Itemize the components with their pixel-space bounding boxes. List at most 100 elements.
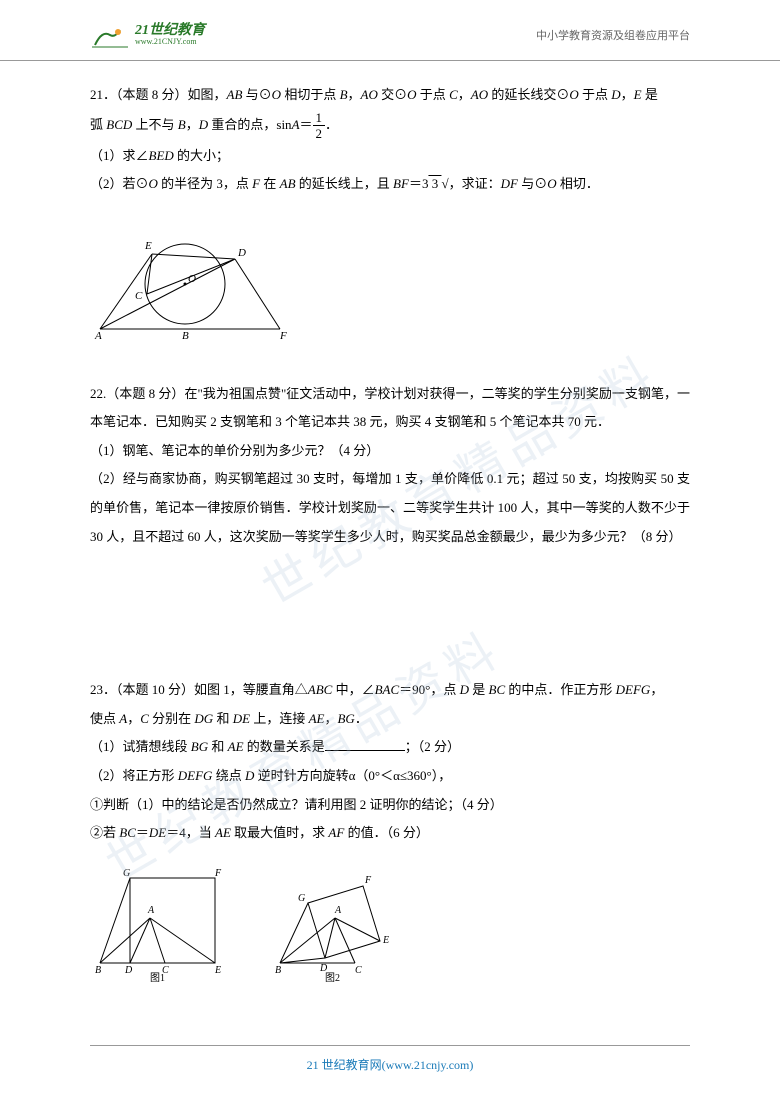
logo-sub-text: www.21CNJY.com bbox=[135, 38, 205, 46]
diagram-fig1: A B C D E F G 图1 bbox=[90, 863, 240, 983]
var-DE: DE bbox=[233, 711, 250, 726]
q21-intro: 21．（本题 8 分）如图， bbox=[90, 87, 227, 102]
svg-text:图1: 图1 bbox=[150, 972, 165, 983]
text: 23．（本题 10 分）如图 1，等腰直角△ bbox=[90, 682, 308, 697]
sqrt3: 3 bbox=[428, 176, 441, 191]
var-AE: AE bbox=[228, 739, 244, 754]
var-BF: BF bbox=[393, 176, 409, 191]
diagram-q23: A B C D E F G 图1 A B C D bbox=[90, 863, 690, 983]
text: 与⊙ bbox=[242, 87, 271, 102]
text: ；（2 分） bbox=[405, 739, 460, 754]
var-AE: AE bbox=[309, 711, 325, 726]
var-DE: DE bbox=[149, 825, 166, 840]
text: 于点 bbox=[579, 87, 612, 102]
text: ②若 bbox=[90, 825, 119, 840]
var-BCD: BCD bbox=[106, 117, 132, 132]
var-AF: AF bbox=[328, 825, 344, 840]
text: 的值．（6 分） bbox=[344, 825, 429, 840]
text: ， bbox=[650, 682, 663, 697]
svg-text:B: B bbox=[95, 965, 101, 976]
var-D: D bbox=[199, 117, 208, 132]
svg-text:C: C bbox=[355, 965, 362, 976]
var-F: F bbox=[252, 176, 260, 191]
frac-den: 2 bbox=[313, 126, 326, 142]
text: 相切． bbox=[557, 176, 599, 191]
text: 交⊙ bbox=[378, 87, 407, 102]
text: 上不与 bbox=[132, 117, 178, 132]
text: （1）求∠ bbox=[90, 148, 149, 163]
svg-text:G: G bbox=[123, 868, 130, 879]
text: ， bbox=[186, 117, 199, 132]
text: 弧 bbox=[90, 117, 106, 132]
question-23: 23．（本题 10 分）如图 1，等腰直角△ABC 中，∠BAC＝90°，点 D… bbox=[90, 676, 690, 983]
var-C: C bbox=[449, 87, 458, 102]
var-DEFG: DEFG bbox=[616, 682, 651, 697]
text: ＝ bbox=[300, 117, 313, 132]
q22-sub2: （2）经与商家协商，购买钢笔超过 30 支时，每增加 1 支，单价降低 0.1 … bbox=[90, 465, 690, 551]
header-right-text: 中小学教育资源及组卷应用平台 bbox=[536, 27, 690, 43]
var-O: O bbox=[149, 176, 158, 191]
text: （1）试猜想线段 bbox=[90, 739, 191, 754]
var-DF: DF bbox=[501, 176, 518, 191]
page-footer: 21 世纪教育网(www.21cnjy.com) bbox=[90, 1045, 690, 1073]
text: 的大小； bbox=[174, 148, 229, 163]
text: 中，∠ bbox=[332, 682, 374, 697]
var-D: D bbox=[245, 768, 254, 783]
var-AO: AO bbox=[361, 87, 378, 102]
text: 的延长线交⊙ bbox=[488, 87, 569, 102]
svg-text:A: A bbox=[334, 905, 342, 916]
text: 与⊙ bbox=[518, 176, 547, 191]
var-AO: AO bbox=[471, 87, 488, 102]
var-AB: AB bbox=[227, 87, 243, 102]
var-D: D bbox=[611, 87, 620, 102]
text: （2）若⊙ bbox=[90, 176, 149, 191]
var-BAC: BAC bbox=[375, 682, 400, 697]
text: 于点 bbox=[417, 87, 450, 102]
var-BC: BC bbox=[489, 682, 506, 697]
var-BG: BG bbox=[337, 711, 354, 726]
text: ＝4，当 bbox=[166, 825, 215, 840]
text: ， bbox=[324, 711, 337, 726]
diagram-fig2: A B C D E F G 图2 bbox=[270, 863, 420, 983]
question-21: 21．（本题 8 分）如图，AB 与⊙O 相切于点 B，AO 交⊙O 于点 C，… bbox=[90, 81, 690, 355]
blank-line bbox=[325, 738, 405, 751]
text: 重合的点，sin bbox=[208, 117, 291, 132]
text: 相切于点 bbox=[281, 87, 340, 102]
q23-sub3: ①判断（1）中的结论是否仍然成立？请利用图 2 证明你的结论；（4 分） bbox=[90, 791, 690, 820]
svg-text:图2: 图2 bbox=[325, 972, 340, 983]
svg-text:O: O bbox=[188, 273, 196, 285]
var-DEFG: DEFG bbox=[178, 768, 213, 783]
fraction: 12 bbox=[313, 110, 326, 142]
text: 分别在 bbox=[149, 711, 195, 726]
text: 和 bbox=[213, 711, 233, 726]
var-BG: BG bbox=[191, 739, 208, 754]
text: ． bbox=[325, 117, 338, 132]
var-C: C bbox=[140, 711, 149, 726]
frac-num: 1 bbox=[313, 110, 326, 127]
var-B: B bbox=[340, 87, 348, 102]
text: ， bbox=[458, 87, 471, 102]
q22-sub1: （1）钢笔、笔记本的单价分别为多少元？（4 分） bbox=[90, 437, 690, 466]
svg-text:C: C bbox=[135, 290, 143, 302]
svg-text:A: A bbox=[147, 905, 155, 916]
var-BC: BC bbox=[119, 825, 136, 840]
svg-text:D: D bbox=[124, 965, 133, 976]
var-E: E bbox=[634, 87, 642, 102]
text: ，求证： bbox=[449, 176, 501, 191]
text: 取最大值时，求 bbox=[231, 825, 329, 840]
text: （2）将正方形 bbox=[90, 768, 178, 783]
var-BED: BED bbox=[149, 148, 174, 163]
var-AB: AB bbox=[280, 176, 296, 191]
text: ＝90°，点 bbox=[399, 682, 459, 697]
svg-text:F: F bbox=[279, 330, 287, 342]
text: 的半径为 3，点 bbox=[158, 176, 252, 191]
text: 是 bbox=[469, 682, 489, 697]
svg-text:F: F bbox=[214, 868, 222, 879]
svg-text:G: G bbox=[298, 893, 305, 904]
diagram-q21: A B C D E F O bbox=[90, 214, 690, 355]
text: 的延长线上，且 bbox=[296, 176, 394, 191]
logo-icon bbox=[90, 20, 130, 50]
var-D: D bbox=[460, 682, 469, 697]
var-ABC: ABC bbox=[308, 682, 333, 697]
text: 在 bbox=[260, 176, 280, 191]
